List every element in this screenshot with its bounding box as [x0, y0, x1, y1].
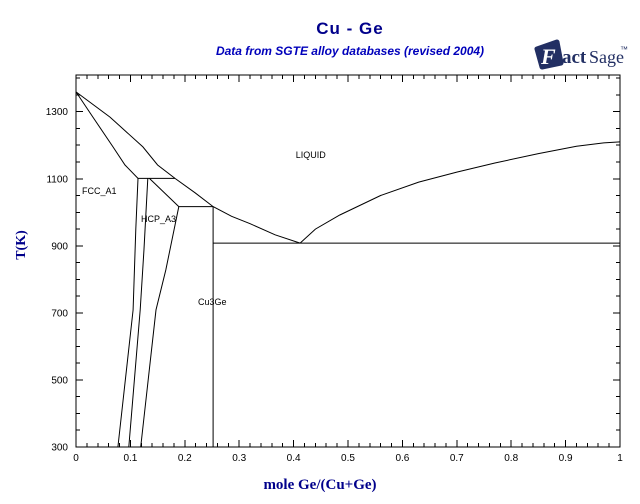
y-tick-label: 700 [51, 308, 68, 319]
x-tick-label: 0.8 [504, 453, 518, 464]
phase-label-fcc-a1: FCC_A1 [82, 186, 117, 196]
x-tick-label: 1 [617, 453, 623, 464]
x-axis-label: mole Ge/(Cu+Ge) [263, 477, 377, 493]
series-hcp-right-solvus [140, 206, 180, 448]
y-tick-label: 1100 [46, 174, 68, 185]
series-hcp-solidus [149, 178, 180, 207]
phase-label-liquid: LIQUID [296, 150, 327, 160]
x-tick-label: 0.4 [287, 453, 301, 464]
y-tick-label: 500 [51, 375, 68, 386]
y-tick-label: 900 [51, 241, 68, 252]
y-tick-label: 300 [51, 443, 68, 454]
plot-border [75, 74, 621, 448]
x-tick-label: 0.6 [395, 453, 409, 464]
series-liquidus-left [75, 91, 176, 179]
x-tick-label: 0.7 [450, 453, 464, 464]
series-liquidus-middle [174, 177, 301, 244]
x-tick-label: 0.9 [559, 453, 573, 464]
factsage-logo: F act Sage ™ [532, 39, 630, 71]
factsage-logo-act: act [562, 47, 587, 68]
chart-title: Cu - Ge [316, 19, 384, 38]
trademark-symbol: ™ [620, 45, 628, 54]
chart-subtitle: Data from SGTE alloy databases (revised … [215, 44, 485, 58]
x-tick-label: 0.2 [178, 453, 192, 464]
y-axis-label: T(K) [14, 230, 29, 260]
x-tick-label: 0 [73, 453, 79, 464]
x-tick-label: 0.5 [341, 453, 355, 464]
phase-label-cu3ge: Cu3Ge [198, 297, 227, 307]
series-liquidus-right [299, 141, 621, 244]
x-tick-label: 0.1 [123, 453, 137, 464]
series-fcc-solidus [75, 91, 139, 179]
series-fcc-solvus [117, 178, 139, 448]
series-hcp-left-boundary [128, 178, 149, 448]
phase-label-hcp-a3: HCP_A3 [141, 214, 176, 224]
x-tick-label: 0.3 [232, 453, 246, 464]
factsage-logo-mark [534, 39, 564, 70]
factsage-logo-graphic: F act Sage ™ [534, 39, 628, 70]
factsage-logo-f: F [540, 44, 556, 69]
factsage-logo-sage: Sage [589, 47, 624, 67]
y-tick-label: 1300 [46, 107, 69, 118]
